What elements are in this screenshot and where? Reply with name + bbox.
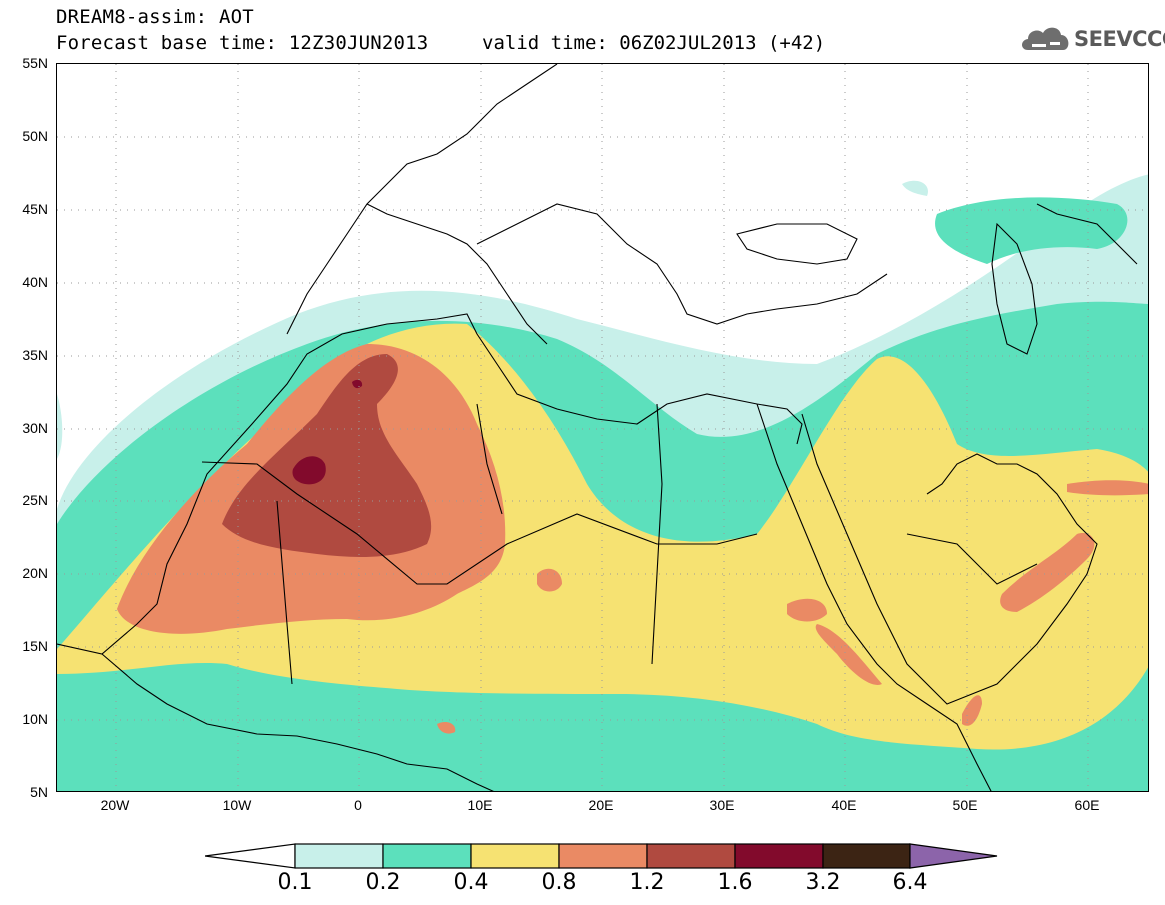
colorbar-swatch-1.6 xyxy=(734,843,824,869)
lon-label-20e: 20E xyxy=(588,797,614,813)
aot-map-canvas xyxy=(57,64,1148,791)
lat-label-25n: 25N xyxy=(22,492,48,508)
colorbar-label-0.1: 0.1 xyxy=(277,870,313,895)
forecast-base-time: Forecast base time: 12Z30JUN2013 xyxy=(56,32,429,54)
coastlines xyxy=(57,64,1138,791)
lon-label-60e: 60E xyxy=(1074,797,1100,813)
lon-label-40e: 40E xyxy=(831,797,857,813)
colorbar-swatch-0.1 xyxy=(294,843,384,869)
colorbar-over-arrow xyxy=(909,843,998,869)
lat-label-10n: 10N xyxy=(22,711,48,727)
colorbar-label-0.4: 0.4 xyxy=(453,870,489,895)
colorbar-swatch-0.4 xyxy=(470,843,560,869)
colorbar-label-6.4: 6.4 xyxy=(892,870,928,895)
lon-label-0: 0 xyxy=(354,797,362,813)
aot-level-1.6 xyxy=(292,379,363,485)
lon-label-30e: 30E xyxy=(709,797,735,813)
aot-level-1.2 xyxy=(222,354,432,557)
colorbar-label-0.8: 0.8 xyxy=(541,870,577,895)
lon-label-10e: 10E xyxy=(467,797,493,813)
lon-label-10w: 10W xyxy=(222,797,252,813)
colorbar-label-1.6: 1.6 xyxy=(717,870,753,895)
lat-label-40n: 40N xyxy=(22,274,48,290)
lat-label-30n: 30N xyxy=(22,420,48,436)
colorbar-label-0.2: 0.2 xyxy=(365,870,401,895)
lat-label-20n: 20N xyxy=(22,565,48,581)
colorbar-label-3.2: 3.2 xyxy=(805,870,841,895)
colorbar xyxy=(204,842,1000,874)
valid-time: valid time: 06Z02JUL2013 (+42) xyxy=(482,32,826,54)
map-title: DREAM8-assim: AOT xyxy=(56,6,254,28)
colorbar-swatch-3.2 xyxy=(822,843,911,869)
lat-label-50n: 50N xyxy=(22,128,48,144)
lat-label-35n: 35N xyxy=(22,347,48,363)
seevccc-logo: SEEVCCC xyxy=(1018,22,1165,58)
colorbar-swatch-0.2 xyxy=(382,843,472,869)
lat-label-55n: 55N xyxy=(22,55,48,71)
logo-text: SEEVCCC xyxy=(1074,27,1165,51)
lat-label-5n: 5N xyxy=(30,784,48,800)
cloud-icon xyxy=(1022,27,1069,50)
colorbar-label-1.2: 1.2 xyxy=(629,870,665,895)
aot-map xyxy=(56,63,1149,792)
colorbar-swatch-1.2 xyxy=(646,843,736,869)
lon-label-20w: 20W xyxy=(100,797,130,813)
colorbar-under-arrow xyxy=(204,843,296,869)
lat-label-15n: 15N xyxy=(22,638,48,654)
colorbar-swatch-0.8 xyxy=(558,843,648,869)
lat-label-45n: 45N xyxy=(22,201,48,217)
lon-label-50e: 50E xyxy=(952,797,978,813)
